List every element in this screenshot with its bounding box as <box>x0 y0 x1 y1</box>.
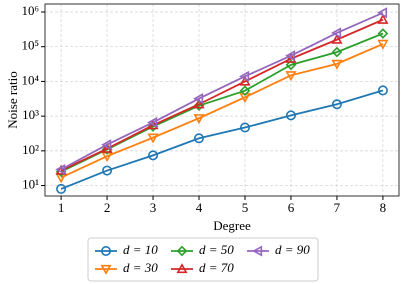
series-line <box>60 43 384 179</box>
marker <box>377 85 388 96</box>
marker <box>147 116 158 128</box>
marker <box>194 133 205 144</box>
legend-label: d = 50 <box>199 242 234 257</box>
marker <box>239 75 251 86</box>
marker <box>193 93 204 105</box>
marker <box>193 98 205 109</box>
marker <box>377 28 389 39</box>
x-axis-label: Degree <box>213 218 251 233</box>
marker <box>285 59 297 71</box>
plot-frame <box>44 3 400 197</box>
marker <box>101 139 112 151</box>
series-line <box>60 11 384 171</box>
marker <box>100 264 112 275</box>
marker <box>377 13 389 24</box>
marker <box>193 114 205 125</box>
legend-label: d = 10 <box>123 242 158 257</box>
x-tick-label: 8 <box>380 200 387 215</box>
marker <box>176 263 188 274</box>
marker <box>239 70 250 82</box>
marker <box>285 50 296 62</box>
marker <box>331 99 342 110</box>
x-tick-label: 4 <box>196 200 203 215</box>
marker <box>331 59 343 70</box>
marker <box>147 133 159 144</box>
marker <box>331 27 342 39</box>
y-tick-label: 10⁵ <box>21 38 39 53</box>
marker <box>285 71 297 82</box>
marker <box>377 7 388 19</box>
y-tick-label: 10⁶ <box>21 3 39 18</box>
x-tick-label: 5 <box>242 200 249 215</box>
x-tick-label: 2 <box>104 200 111 215</box>
x-tick-label: 3 <box>150 200 157 215</box>
legend-box <box>87 237 319 282</box>
marker <box>147 119 159 130</box>
y-tick-label: 10³ <box>22 107 39 122</box>
x-tick-label: 6 <box>288 200 295 215</box>
legend-label: d = 90 <box>275 242 310 257</box>
y-tick-label: 10¹ <box>22 177 39 192</box>
legend-label: d = 30 <box>123 260 158 275</box>
series-line <box>60 18 384 172</box>
y-tick-label: 10⁴ <box>21 72 39 87</box>
marker <box>102 165 113 176</box>
marker <box>55 163 66 176</box>
marker <box>331 33 343 44</box>
marker <box>285 110 296 121</box>
marker <box>252 245 263 257</box>
marker <box>101 246 112 257</box>
marker <box>176 245 188 257</box>
marker <box>239 85 251 97</box>
marker <box>148 150 159 161</box>
marker <box>331 46 343 58</box>
y-tick-label: 10² <box>22 142 39 157</box>
x-tick-label: 1 <box>58 200 65 215</box>
series-line <box>60 89 384 190</box>
x-tick-label: 7 <box>334 200 341 215</box>
marker <box>377 39 389 50</box>
marker <box>239 122 250 133</box>
marker <box>56 183 67 194</box>
y-axis-label: Noise ratio <box>5 71 20 128</box>
legend-label: d = 70 <box>199 260 234 275</box>
